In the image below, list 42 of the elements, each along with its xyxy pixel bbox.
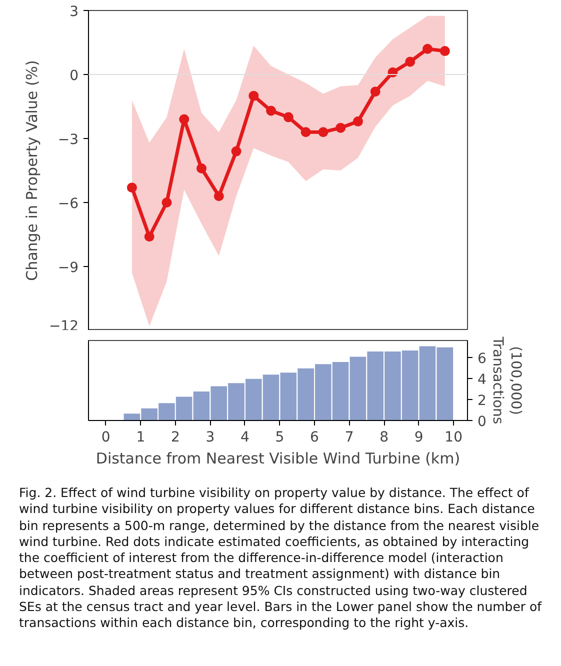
x-tick-label: 1 bbox=[136, 430, 146, 446]
y-tick-label: −9 bbox=[58, 260, 79, 276]
y2-tick-label: 0 bbox=[478, 414, 486, 430]
point bbox=[300, 127, 311, 138]
point bbox=[144, 232, 154, 242]
y-tick-label: 0 bbox=[70, 68, 79, 84]
y-tick-label: 3 bbox=[70, 4, 79, 20]
point bbox=[405, 56, 416, 67]
point bbox=[370, 86, 380, 97]
x-tick-label: 9 bbox=[414, 430, 424, 446]
y-tick-label: −3 bbox=[58, 132, 79, 148]
x-tick-label: 10 bbox=[444, 430, 463, 446]
x-tick-label: 6 bbox=[310, 430, 320, 446]
point bbox=[422, 44, 433, 54]
point bbox=[283, 112, 294, 122]
point bbox=[266, 106, 276, 116]
point bbox=[179, 114, 190, 124]
point bbox=[248, 90, 259, 101]
x-tick-label: 3 bbox=[206, 430, 215, 446]
y2-tick-label: 2 bbox=[478, 392, 486, 409]
point bbox=[126, 182, 137, 193]
point bbox=[318, 127, 328, 138]
x-tick-label: 8 bbox=[380, 430, 389, 446]
x-axis-title: Distance from Nearest Visible Wind Turbine (km) bbox=[96, 450, 460, 468]
x-tick-label: 4 bbox=[240, 430, 250, 446]
text: Fig. 2. Effect of wind turbine visibility on property value by distance. The effect of wind turbine visibility on property values for different distance bins. Each distance bin represents a 500-m range, determined by the distance from the nearest visible wind turbine. Red dots indicate estimated coefficients, as obtained by interacting the coefficient of interest from the difference-in-difference model (interaction between post-treatment status and treatment assignment) with distance bin indicators. Shaded areas represent 95% CIs constructed using two-way clustered SEs at the census tract and year level. Bars in the Lower panel show the number of transactions within each distance bin, corresponding to the right y-axis. bbox=[19, 485, 542, 630]
y2-tick-label: 6 bbox=[478, 350, 486, 367]
point bbox=[440, 46, 450, 56]
y-tick-label: −6 bbox=[58, 196, 79, 212]
point bbox=[231, 146, 242, 156]
x-tick-label: 0 bbox=[101, 430, 110, 446]
y2-tick-label: 4 bbox=[478, 372, 486, 388]
x-tick-label: 5 bbox=[275, 430, 284, 446]
point bbox=[196, 163, 207, 174]
x-tick-label: 7 bbox=[344, 430, 354, 446]
y2-axis-title: Transactions (100,000) bbox=[490, 336, 524, 424]
x-tick-label: 2 bbox=[170, 430, 180, 446]
point bbox=[336, 122, 346, 133]
point bbox=[214, 191, 224, 202]
point bbox=[162, 198, 172, 208]
y-axis-title: Change in Property Value (%) bbox=[22, 60, 41, 281]
point bbox=[352, 116, 363, 126]
